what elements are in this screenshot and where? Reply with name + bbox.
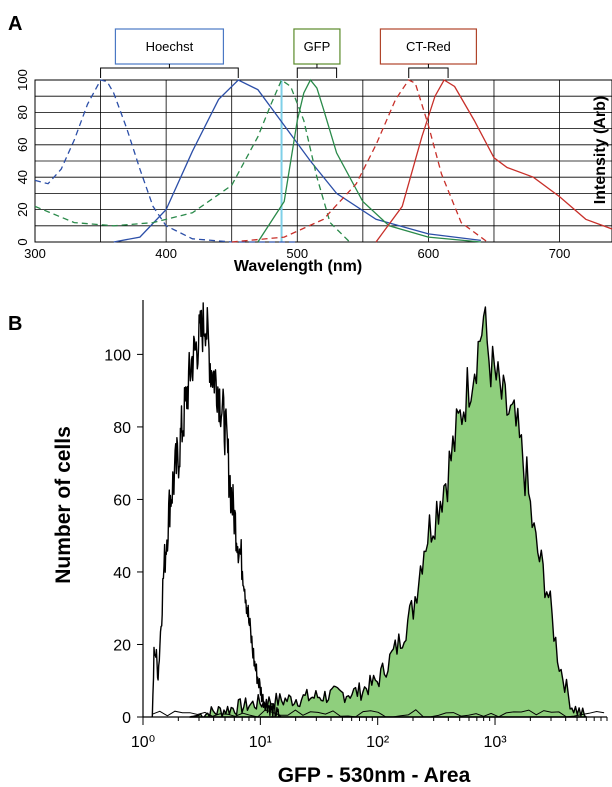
y-tick-label-b: 40	[113, 565, 131, 582]
y-tick-label-a: 40	[15, 170, 30, 184]
x-tick-label-a: 500	[286, 246, 308, 261]
spectrum-line	[231, 79, 488, 243]
x-tick-label-b: 10³	[483, 734, 507, 751]
filter-box	[293, 28, 341, 65]
y-tick-label-b: 80	[113, 420, 131, 437]
x-axis-title-a: Wavelength (nm)	[234, 258, 362, 275]
x-axis-title-b: GFP - 530nm - Area	[278, 764, 471, 787]
y-tick-label-b: 0	[122, 710, 131, 727]
y-tick-label-a: 0	[15, 238, 30, 245]
y-tick-label-a: 80	[15, 105, 30, 119]
gfp-negative-histogram	[151, 302, 282, 718]
spectrum-line	[375, 79, 612, 243]
filter-label: GFP	[304, 39, 331, 54]
filter-box	[114, 28, 225, 65]
x-tick-label-a: 300	[24, 246, 46, 261]
y-axis-title-a: Intensity (Arb)	[592, 96, 609, 204]
spectrum-line	[257, 78, 481, 243]
spectra-chart: 300 400 500 600 700 0 20 40 60 80 100 Hoechst GFP CT-…	[15, 28, 612, 261]
spectrum-line	[34, 79, 298, 243]
panel-label-b: B	[8, 313, 22, 335]
filter-label: Hoechst	[146, 39, 194, 54]
gfp-positive-histogram	[189, 306, 587, 718]
filter-bracket	[408, 67, 449, 78]
y-tick-label-a: 100	[15, 69, 30, 91]
x-tick-label-b: 10¹	[249, 734, 272, 751]
y-tick-label-b: 20	[113, 637, 131, 654]
y-tick-label-a: 20	[15, 202, 30, 216]
filter-bracket	[100, 67, 239, 78]
y-tick-label-b: 100	[104, 347, 131, 364]
x-tick-label-b: 10⁰	[131, 734, 155, 751]
y-axis-title-b: Number of cells	[52, 426, 75, 584]
baseline-noise	[152, 709, 605, 718]
spectrum-line	[34, 79, 351, 243]
filter-label: CT-Red	[406, 39, 451, 54]
y-tick-label-a: 60	[15, 138, 30, 152]
filter-bracket	[296, 67, 338, 78]
x-tick-label-b: 10²	[366, 734, 390, 751]
histogram-chart: 0 20 40 60 80 100 10⁰ 10¹ 10² 10³	[104, 300, 608, 751]
panel-label-a: A	[8, 13, 22, 35]
x-tick-label-a: 400	[155, 246, 177, 261]
y-tick-label-b: 60	[113, 492, 131, 509]
spectrum-line	[113, 79, 481, 243]
x-tick-label-a: 600	[418, 246, 440, 261]
x-tick-label-a: 700	[549, 246, 571, 261]
